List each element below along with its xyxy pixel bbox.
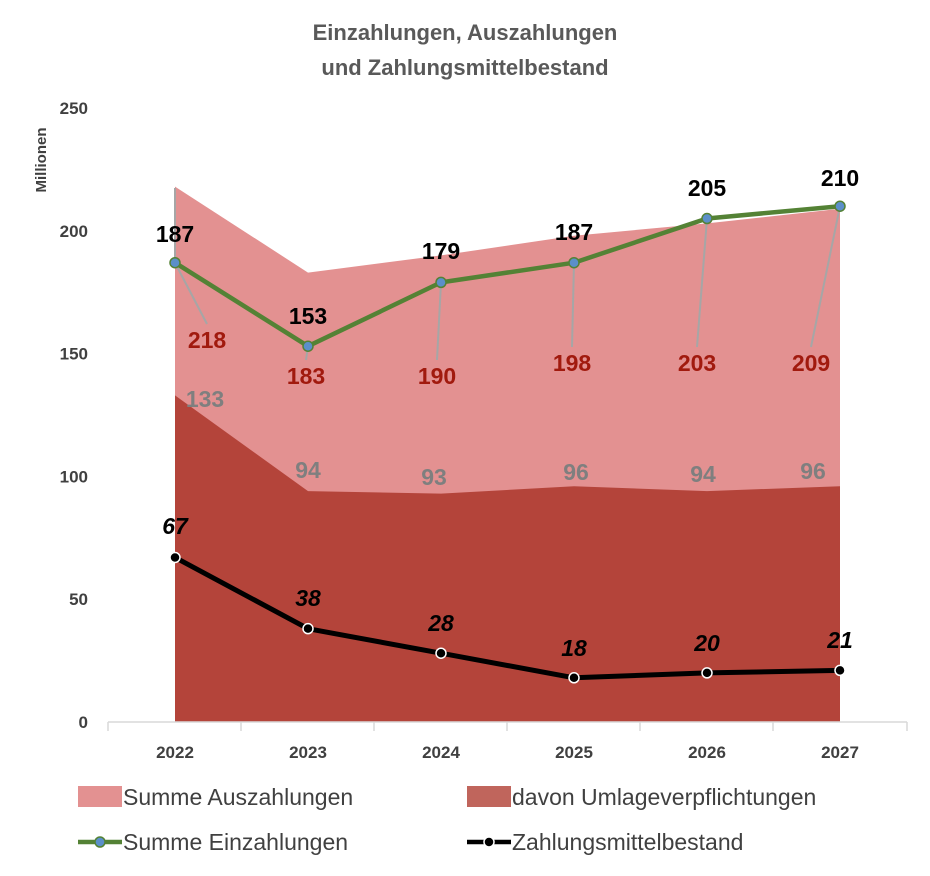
- point-einzahlungen-2023: [302, 340, 314, 352]
- leader-line-2024: [436, 282, 442, 361]
- label-auszahlungen-2023: 183: [287, 363, 325, 389]
- area-davon-umlageverpflichtungen: [175, 395, 840, 722]
- y-tick-label-100: 100: [60, 467, 88, 486]
- label-zahlungsmittel-2023: 38: [295, 585, 321, 611]
- point-einzahlungen-2025: [568, 256, 580, 269]
- point-einzahlungen-2026: [701, 212, 713, 225]
- label-auszahlungen-2027: 209: [792, 350, 830, 376]
- label-zahlungsmittel-2024: 28: [427, 610, 454, 636]
- data-labels: 187 153 179 187 205 210 218 183 190 198 203 209 133 9…: [156, 165, 859, 661]
- y-tick-label-200: 200: [60, 222, 88, 241]
- label-einzahlungen-2022: 187: [156, 221, 194, 247]
- y-axis-ticks: 0 50 100 150 200 250: [60, 99, 88, 732]
- label-einzahlungen-2023: 153: [289, 303, 327, 329]
- line-zahlungsmittelbestand: [173, 555, 841, 681]
- point-einzahlungen-2022: [169, 256, 181, 269]
- legend-label-zahlungsmittelbestand: Zahlungsmittelbestand: [512, 829, 743, 855]
- y-tick-label-150: 150: [60, 345, 88, 364]
- label-umlage-2022: 133: [186, 386, 224, 412]
- legend-marker-summe-einzahlungen: [94, 836, 106, 848]
- legend-swatch-davon-umlageverpflichtungen: [467, 786, 511, 807]
- label-umlage-2026: 94: [690, 461, 716, 487]
- legend-label-davon-umlageverpflichtungen: davon Umlageverpflichtungen: [512, 784, 816, 810]
- leader-line-2027: [810, 206, 841, 348]
- chart-title-line2: und Zahlungsmittelbestand: [321, 55, 608, 80]
- label-umlage-2027: 96: [800, 458, 826, 484]
- y-tick-label-50: 50: [69, 590, 88, 609]
- label-auszahlungen-2025: 198: [553, 350, 592, 376]
- legend-swatch-summe-auszahlungen: [78, 786, 122, 807]
- point-einzahlungen-2024: [435, 276, 447, 289]
- legend-marker-zahlungsmittelbestand: [483, 836, 495, 848]
- x-tick-label-2026: 2026: [688, 743, 726, 762]
- chart-title-line1: Einzahlungen, Auszahlungen: [313, 20, 618, 45]
- legend-label-summe-einzahlungen: Summe Einzahlungen: [123, 829, 348, 855]
- x-tick-label-2027: 2027: [821, 743, 859, 762]
- label-umlage-2023: 94: [295, 457, 321, 483]
- label-zahlungsmittel-2026: 20: [693, 630, 720, 656]
- label-einzahlungen-2025: 187: [555, 219, 593, 245]
- label-zahlungsmittel-2025: 18: [561, 635, 587, 661]
- point-einzahlungen-2027: [834, 200, 846, 212]
- legend: Summe Auszahlungen davon Umlageverpflicht…: [78, 784, 816, 855]
- leader-lines: [174, 188, 841, 361]
- line-summe-einzahlungen: [173, 203, 841, 349]
- label-zahlungsmittel-2022: 67: [162, 513, 189, 539]
- point-zahlungsmittel-2027: [834, 664, 846, 677]
- x-tick-label-2023: 2023: [289, 743, 327, 762]
- x-tick-label-2022: 2022: [156, 743, 194, 762]
- point-zahlungsmittel-2026: [701, 667, 713, 679]
- leader-line-2022: [174, 262, 208, 325]
- label-auszahlungen-2026: 203: [678, 350, 716, 376]
- leader-line-2025: [571, 262, 575, 348]
- label-umlage-2024: 93: [421, 464, 447, 490]
- point-zahlungsmittel-2023: [302, 622, 314, 635]
- label-einzahlungen-2026: 205: [688, 175, 727, 201]
- leader-line-2026: [696, 218, 708, 348]
- x-tick-label-2025: 2025: [555, 743, 593, 762]
- x-tick-label-2024: 2024: [422, 743, 460, 762]
- line-series: [169, 200, 846, 684]
- label-umlage-2025: 96: [563, 459, 589, 485]
- label-auszahlungen-2022: 218: [188, 327, 227, 353]
- legend-label-summe-auszahlungen: Summe Auszahlungen: [123, 784, 353, 810]
- label-einzahlungen-2027: 210: [821, 165, 859, 191]
- label-auszahlungen-2024: 190: [418, 363, 456, 389]
- label-einzahlungen-2024: 179: [422, 238, 460, 264]
- x-axis: 2022 2023 2024 2025 2026 2027: [107, 721, 908, 762]
- point-zahlungsmittel-2024: [435, 647, 447, 659]
- label-zahlungsmittel-2027: 21: [826, 627, 853, 653]
- area-series: [175, 186, 840, 723]
- y-axis-label: Millionen: [33, 128, 50, 193]
- point-zahlungsmittel-2025: [568, 672, 580, 684]
- y-tick-label-250: 250: [60, 99, 88, 118]
- y-tick-label-0: 0: [79, 713, 88, 732]
- point-zahlungsmittel-2022: [169, 551, 181, 564]
